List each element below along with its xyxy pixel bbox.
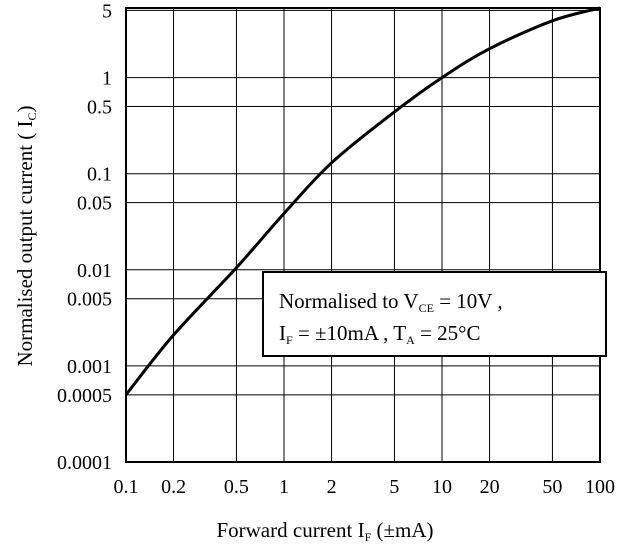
y-axis-title: Normalised output current ( IC) [13, 105, 39, 366]
annotation-subscript: F [286, 333, 293, 347]
y-axis-title-close: ) [13, 105, 37, 112]
plot-area-border [125, 7, 601, 463]
x-axis-title: Forward current IF (±mA) [216, 518, 433, 544]
y-axis-title-subscript: C [25, 112, 39, 120]
y-tick-label: 5 [102, 0, 112, 22]
annotation-text: Normalised to V [279, 289, 419, 313]
x-tick-label: 20 [480, 476, 500, 498]
y-tick-label: 0.001 [67, 356, 112, 378]
x-tick-label: 10 [432, 476, 452, 498]
y-tick-label: 0.1 [87, 164, 112, 186]
y-axis-title-main: Normalised output current ( I [13, 120, 37, 366]
annotation-text: = 25°C [415, 321, 481, 345]
x-tick-label: 0.2 [161, 476, 186, 498]
y-tick-label: 0.05 [77, 193, 112, 215]
annotation-border [262, 271, 607, 357]
x-tick-label: 100 [585, 476, 615, 498]
annotation-text: I [279, 321, 286, 345]
y-tick-label: 0.0001 [57, 452, 112, 474]
x-axis-title-unit: (±mA) [371, 518, 433, 542]
annotation-text: = ±10mA , T [293, 321, 407, 345]
plot-frame [125, 7, 601, 463]
x-tick-label: 1 [279, 476, 289, 498]
y-tick-label: 0.005 [67, 289, 112, 311]
x-tick-label: 0.5 [224, 476, 249, 498]
annotation-subscript: A [406, 333, 415, 347]
y-tick-label: 0.01 [77, 260, 112, 282]
x-axis-title-subscript: F [365, 530, 372, 544]
grid [126, 8, 600, 463]
x-axis-title-main: Forward current I [216, 518, 364, 542]
y-tick-label: 0.5 [87, 97, 112, 119]
x-tick-label: 0.1 [114, 476, 139, 498]
series-line-0 [124, 6, 601, 396]
annotation-line-2: IF = ±10mA , TA = 25°C [279, 321, 481, 347]
x-tick-label: 50 [542, 476, 562, 498]
series-layer [124, 6, 601, 396]
y-tick-label: 0.0005 [57, 385, 112, 407]
annotation-line-1: Normalised to VCE = 10V , [279, 289, 503, 315]
y-axis-tick-labels: 0.0001 0.0005 0.001 0.005 0.01 0.05 0.1 0.5 1 5 [57, 0, 112, 474]
annotation-text: = 10V , [434, 289, 503, 313]
x-tick-label: 5 [389, 476, 399, 498]
x-axis-tick-labels: 0.1 0.2 0.5 1 2 5 10 20 50 100 [114, 476, 616, 498]
x-tick-label: 2 [327, 476, 337, 498]
annotation-subscript: CE [419, 301, 434, 315]
y-tick-label: 1 [102, 68, 112, 90]
annotation-box: Normalised to VCE = 10V , IF = ±10mA , TA… [262, 271, 607, 357]
